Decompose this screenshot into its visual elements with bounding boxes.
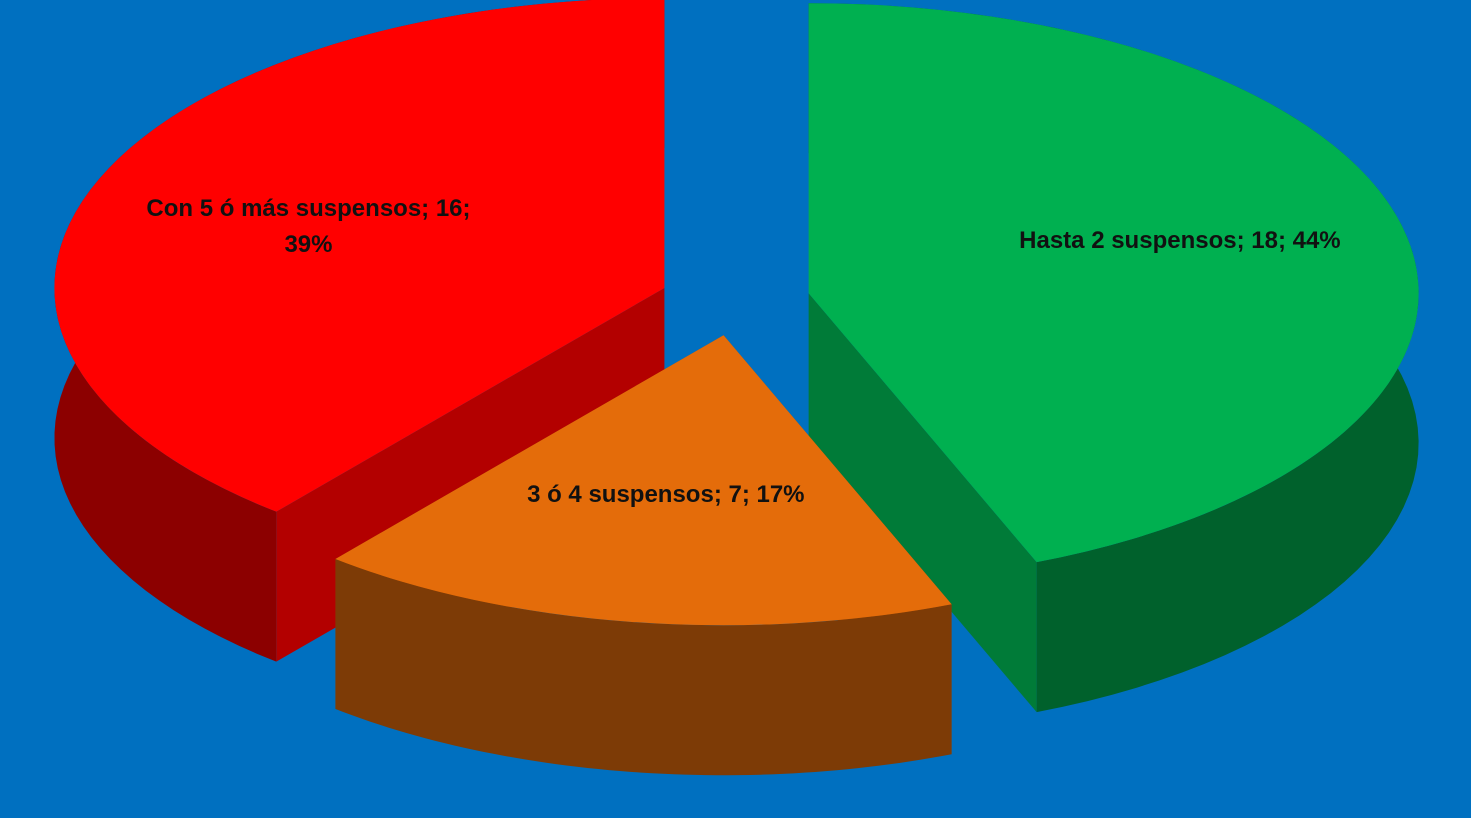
data-label: Con 5 ó más suspensos; 16; 39% (146, 195, 471, 259)
slice-face (808, 293, 1037, 713)
data-label: 3 ó 4 suspensos; 7; 17% (527, 480, 805, 508)
data-label: Hasta 2 suspensos; 18; 44% (1019, 226, 1341, 254)
slice (54, 0, 665, 512)
slice (335, 335, 952, 626)
slice (808, 3, 1419, 563)
slice-side (335, 558, 952, 776)
